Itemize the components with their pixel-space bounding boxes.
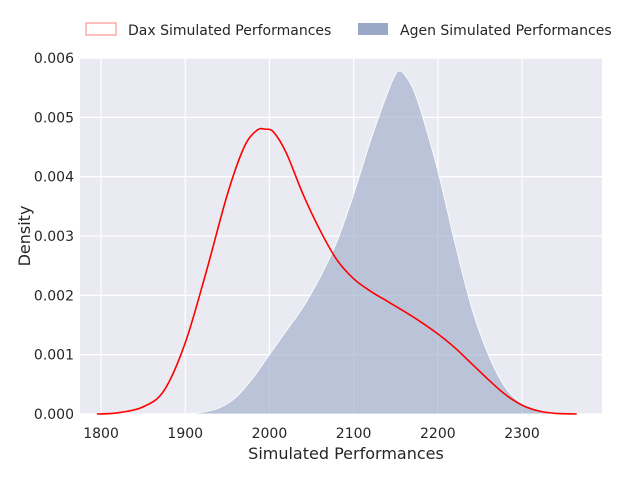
- x-axis-label: Simulated Performances: [248, 444, 444, 463]
- x-tick-labels: 1800 1900 2000 2100 2200 2300: [83, 426, 540, 442]
- y-tick-label: 0.000: [34, 407, 74, 423]
- x-tick-label: 2000: [252, 426, 288, 442]
- legend-swatch-agen: [358, 23, 388, 35]
- y-tick-label: 0.002: [34, 288, 74, 304]
- y-tick-label: 0.006: [34, 51, 74, 67]
- x-tick-label: 2300: [504, 426, 540, 442]
- legend: Dax Simulated Performances Agen Simulate…: [85, 22, 612, 39]
- legend-label-dax: Dax Simulated Performances: [128, 23, 331, 39]
- x-tick-label: 2200: [420, 426, 456, 442]
- legend-label-agen: Agen Simulated Performances: [400, 23, 612, 39]
- legend-swatch-dax: [85, 22, 117, 36]
- y-tick-label: 0.005: [34, 110, 74, 126]
- y-tick-label: 0.004: [34, 170, 74, 186]
- x-tick-label: 1900: [167, 426, 203, 442]
- series-agen-area: [185, 70, 573, 415]
- series-dax-line: [96, 127, 577, 415]
- x-tick-label: 2100: [336, 426, 372, 442]
- y-tick-label: 0.001: [34, 348, 74, 364]
- x-tick-label: 1800: [83, 426, 119, 442]
- y-tick-label: 0.003: [34, 229, 74, 245]
- series-layer: [96, 70, 577, 415]
- y-tick-labels: 0.000 0.001 0.002 0.003 0.004 0.005 0.006: [34, 51, 74, 423]
- y-axis-label: Density: [15, 206, 34, 267]
